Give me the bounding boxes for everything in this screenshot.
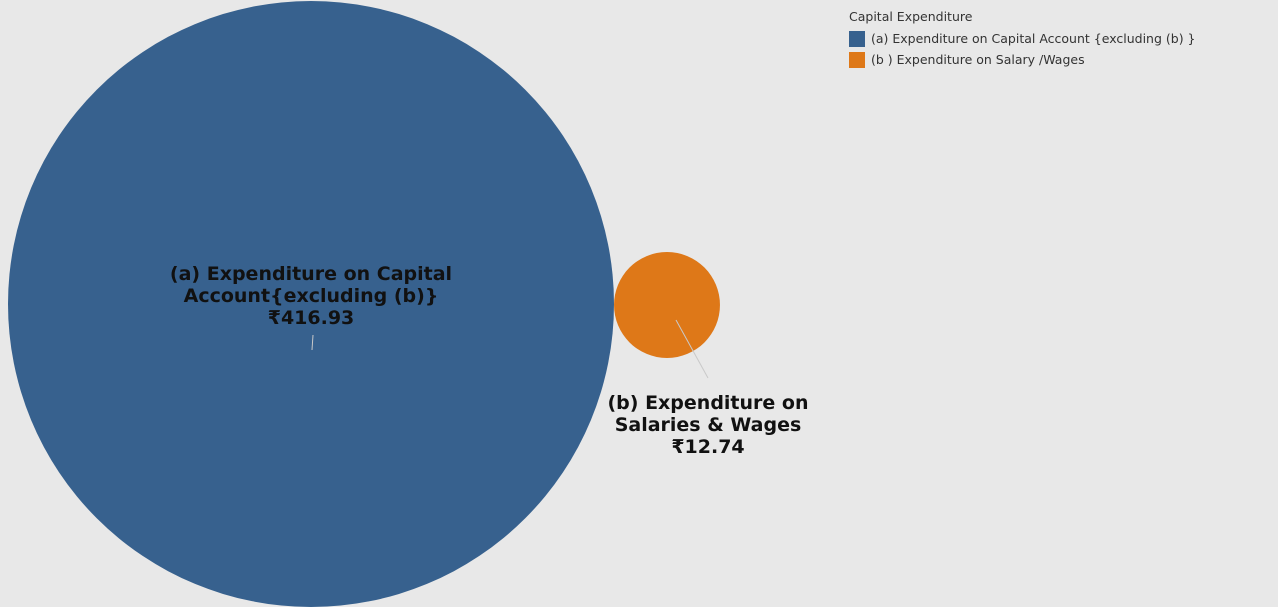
bubble-value-label-a: ₹416.93 (268, 307, 355, 329)
legend-item-a[interactable]: (a) Expenditure on Capital Account {excl… (849, 28, 1196, 49)
bubble-b[interactable] (614, 252, 720, 358)
bubble-name-label-b: Salaries & Wages (615, 414, 802, 436)
bubble-value-label-b: ₹12.74 (671, 436, 744, 458)
legend-swatch-b (849, 51, 865, 68)
legend-swatch-a (849, 30, 865, 47)
leader-line-a (311, 334, 314, 351)
legend: Capital Expenditure (a) Expenditure on C… (849, 9, 1196, 70)
bubble-name-label-a: (a) Expenditure on Capital (170, 263, 452, 285)
legend-title: Capital Expenditure (849, 9, 973, 24)
legend-label-b: (b ) Expenditure on Salary /Wages (871, 52, 1085, 67)
bubble-name-label-b: (b) Expenditure on (607, 392, 808, 414)
legend-label-a: (a) Expenditure on Capital Account {excl… (871, 31, 1196, 46)
leader-line-b (675, 319, 709, 379)
bubble-a[interactable] (8, 1, 614, 607)
bubble-name-label-a: Account{excluding (b)} (184, 285, 439, 307)
legend-item-b[interactable]: (b ) Expenditure on Salary /Wages (849, 49, 1196, 70)
